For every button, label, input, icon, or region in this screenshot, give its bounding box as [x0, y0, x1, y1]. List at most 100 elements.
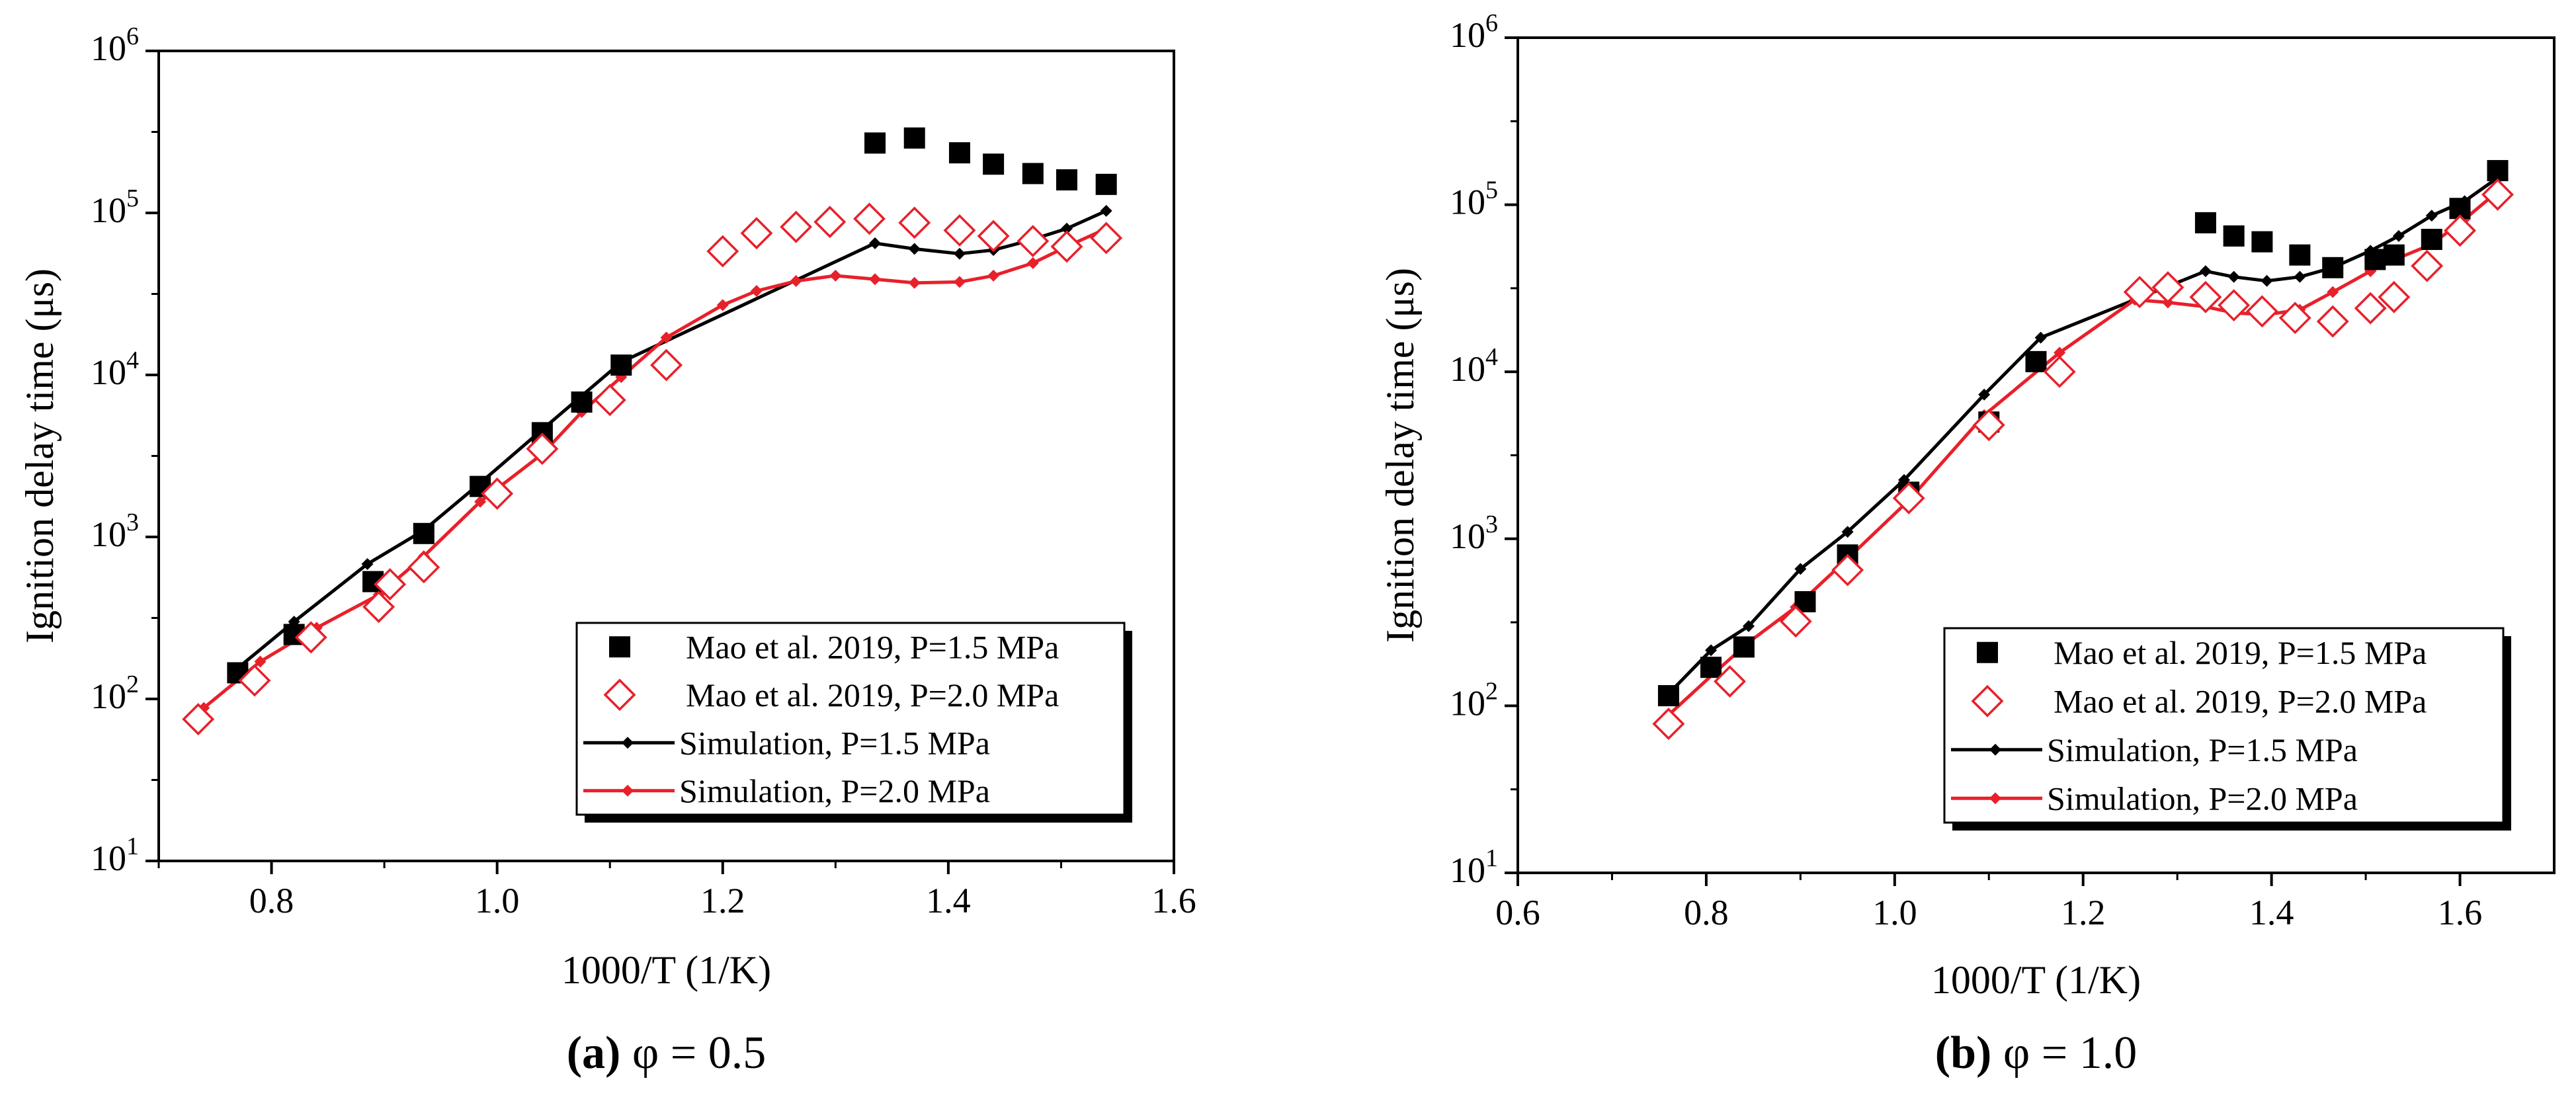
- data-point: [869, 237, 882, 249]
- data-point: [1095, 173, 1117, 195]
- data-point: [593, 384, 626, 417]
- data-point: [2278, 302, 2311, 335]
- data-point: [2354, 292, 2387, 325]
- legend-label: Mao et al. 2019, P=1.5 MPa: [2054, 634, 2427, 671]
- data-point: [1056, 169, 1077, 190]
- x-tick-label: 1.0: [1872, 893, 1917, 932]
- data-point: [829, 269, 842, 282]
- legend-marker: [603, 678, 636, 712]
- data-point: [1892, 481, 1925, 514]
- data-point: [374, 568, 407, 601]
- data-point: [254, 655, 267, 668]
- data-point: [750, 284, 763, 297]
- y-axis-label: Ignition delay time (μs): [1378, 268, 1422, 643]
- legend-entry: Simulation, P=1.5 MPa: [583, 724, 990, 761]
- data-point: [650, 348, 683, 382]
- legend-marker: [622, 737, 634, 749]
- data-point: [2481, 178, 2514, 211]
- data-point: [2261, 274, 2273, 287]
- legend-marker: [622, 784, 634, 797]
- data-point: [983, 153, 1005, 175]
- legend-marker: [1989, 792, 2001, 805]
- data-point: [1794, 563, 1807, 575]
- data-point: [869, 273, 882, 286]
- data-point: [2223, 225, 2245, 247]
- y-axis-label: Ignition delay time (μs): [18, 268, 62, 643]
- data-point: [182, 703, 215, 736]
- data-point: [2392, 229, 2405, 242]
- data-point: [361, 558, 374, 571]
- legend-entry: Mao et al. 2019, P=1.5 MPa: [609, 628, 1059, 665]
- data-point: [908, 276, 921, 289]
- data-point: [2199, 265, 2212, 278]
- data-point: [1978, 388, 1991, 401]
- data-point: [1100, 204, 1112, 217]
- data-point: [1050, 230, 1083, 263]
- data-point: [987, 269, 1000, 282]
- data-point: [413, 522, 435, 544]
- data-point: [2411, 249, 2444, 282]
- data-point: [2245, 295, 2278, 328]
- data-point: [903, 127, 925, 149]
- data-point: [2218, 289, 2251, 322]
- data-point: [853, 202, 886, 235]
- data-point: [953, 276, 966, 288]
- data-point: [610, 354, 632, 376]
- chart-panel-b: 0.6 0.8 1.0 1.2 1.4 1.6 101 102 103 104 105 106 1000…: [1378, 9, 2555, 1079]
- chart-panel-a: 0.8 1.0 1.2 1.4 1.6 101 102 103 104 105 106 1000/T …: [18, 22, 1196, 1079]
- x-tick-label: 0.8: [1684, 893, 1729, 932]
- data-point: [2421, 229, 2442, 251]
- data-point: [977, 220, 1010, 253]
- data-point: [571, 391, 593, 413]
- data-point: [908, 243, 921, 255]
- data-point: [1022, 163, 1044, 184]
- x-tick-label: 1.2: [700, 881, 745, 920]
- legend-label: Mao et al. 2019, P=2.0 MPa: [686, 676, 1059, 713]
- legend-marker: [1971, 684, 2004, 717]
- y-tick-label: 101: [1450, 844, 1498, 890]
- legend-marker: [609, 636, 630, 658]
- legend-label: Simulation, P=2.0 MPa: [2047, 780, 2358, 817]
- data-point: [2378, 280, 2411, 313]
- data-point: [2025, 350, 2047, 372]
- legend-marker: [1977, 641, 1998, 663]
- x-tick-label: 1.2: [2061, 893, 2106, 932]
- legend-entry: Mao et al. 2019, P=2.0 MPa: [1971, 682, 2427, 719]
- x-tick-label: 0.8: [249, 881, 294, 920]
- data-point: [238, 664, 271, 697]
- legend: Mao et al. 2019, P=1.5 MPa Mao et al. 201…: [575, 622, 1132, 823]
- data-point: [2444, 214, 2477, 247]
- legend-box: [1943, 627, 2505, 824]
- legend-box: [575, 622, 1126, 816]
- data-point: [780, 210, 813, 243]
- data-point: [2316, 305, 2349, 338]
- y-tick-label: 103: [91, 509, 139, 554]
- x-axis-label: 1000/T (1/K): [1931, 958, 2141, 1002]
- data-point: [1831, 553, 1864, 587]
- data-point: [2364, 249, 2386, 270]
- data-point: [2294, 270, 2306, 283]
- legend-label: Mao et al. 2019, P=1.5 MPa: [686, 628, 1059, 665]
- y-tick-label: 106: [1450, 9, 1498, 55]
- y-tick-label: 106: [91, 22, 139, 68]
- data-point: [1972, 409, 2005, 442]
- series-experiment-1: [1657, 160, 2509, 707]
- legend-entry: Simulation, P=2.0 MPa: [583, 772, 990, 809]
- data-point: [1657, 685, 1679, 707]
- data-point: [943, 214, 976, 247]
- y-tick-label: 101: [91, 833, 139, 878]
- data-point: [864, 132, 886, 154]
- x-tick-label: 1.6: [2438, 893, 2483, 932]
- data-point: [1733, 636, 1755, 658]
- x-tick-label: 0.6: [1495, 893, 1540, 932]
- y-tick-label: 104: [91, 346, 139, 392]
- y-tick-label: 105: [1450, 177, 1498, 222]
- data-point: [1060, 222, 1073, 235]
- data-point: [1700, 657, 1722, 678]
- data-point: [1714, 665, 1746, 698]
- series-experiment-1: [227, 127, 1117, 684]
- legend: Mao et al. 2019, P=1.5 MPa Mao et al. 201…: [1943, 627, 2511, 831]
- panel-caption: (b) φ = 1.0: [1935, 1028, 2137, 1079]
- data-point: [948, 142, 970, 164]
- x-tick-label: 1.0: [475, 881, 520, 920]
